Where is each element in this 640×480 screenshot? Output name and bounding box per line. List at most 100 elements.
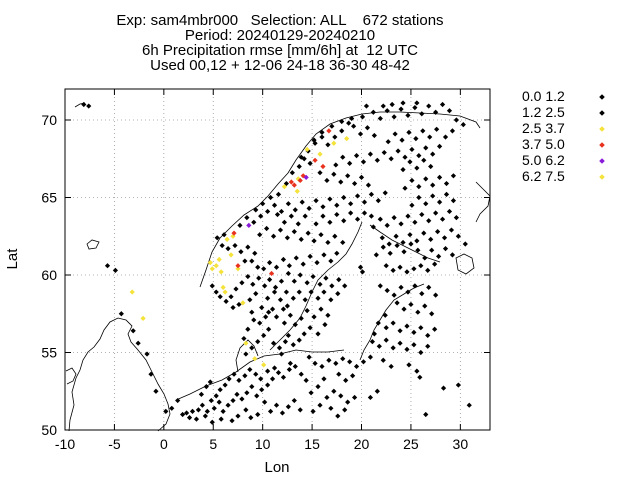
station-point-black [367, 394, 374, 401]
station-point-black [377, 216, 383, 222]
station-point-yellow [304, 146, 310, 153]
station-point-black [239, 396, 245, 402]
station-point-black [270, 233, 277, 239]
station-point-black [388, 156, 394, 162]
station-point-yellow [235, 266, 241, 272]
station-point-black [239, 280, 245, 286]
station-point-black [351, 394, 358, 401]
title-line-4: Used 00,12 + 12-06 24-18 36-30 48-42 [150, 57, 410, 74]
station-point-black [304, 280, 310, 286]
station-point-black [289, 170, 295, 176]
station-point-black [401, 306, 407, 312]
station-point-black [334, 211, 340, 218]
station-point-yellow [140, 315, 146, 321]
station-point-black [310, 273, 316, 280]
station-point-black [225, 402, 231, 408]
station-point-black [404, 269, 410, 275]
station-point-black [313, 198, 319, 204]
station-point-black [234, 391, 240, 397]
station-point-yellow [209, 266, 215, 272]
station-point-yellow [216, 256, 222, 263]
station-point-black [321, 252, 327, 258]
station-point-black [280, 374, 287, 380]
station-point-black [301, 156, 307, 162]
station-point-black [273, 402, 280, 408]
station-point-black [287, 312, 293, 318]
station-point-black [433, 292, 439, 298]
station-point-yellow [129, 289, 135, 295]
station-point-black [420, 128, 426, 134]
station-point-black [418, 263, 424, 269]
station-point-black [213, 289, 219, 295]
station-point-black [233, 286, 239, 292]
station-point-black [299, 199, 305, 205]
station-point-black [208, 397, 214, 404]
station-point-black [301, 331, 307, 337]
station-point-black [310, 408, 316, 414]
x-tick-label: 0 [160, 436, 168, 452]
station-point-black [296, 337, 302, 343]
station-point-black [342, 283, 348, 289]
station-point-black [382, 190, 388, 196]
station-point-black [249, 345, 255, 351]
y-tick-label: 50 [41, 422, 57, 438]
station-point-black [332, 233, 338, 239]
station-point-black [346, 120, 352, 126]
station-point-black [397, 328, 403, 334]
station-point-black [261, 266, 267, 272]
station-point-black [245, 244, 251, 250]
station-point-black [394, 242, 400, 249]
x-tick-label: 10 [255, 436, 271, 452]
station-point-black [455, 233, 461, 239]
station-point-black [395, 148, 401, 154]
station-point-black [397, 264, 403, 270]
station-point-red [326, 128, 332, 134]
station-point-black [439, 216, 446, 222]
station-point-black [415, 309, 421, 315]
station-point-black [216, 399, 222, 405]
station-point-black [329, 283, 335, 289]
station-point-black [163, 408, 169, 414]
station-point-black [401, 249, 407, 255]
station-point-black [311, 137, 317, 143]
station-point-black [432, 326, 438, 332]
station-point-black [338, 179, 344, 185]
station-point-black [259, 304, 265, 311]
station-point-black [394, 300, 400, 306]
station-point-black [382, 312, 388, 318]
station-point-black [345, 173, 351, 179]
station-point-black [328, 405, 334, 411]
station-point-black [315, 295, 321, 301]
station-point-black [325, 312, 331, 318]
station-point-black [422, 303, 428, 309]
station-point-black [363, 103, 370, 109]
legend-marker [599, 110, 605, 116]
x-tick-label: 30 [453, 436, 469, 452]
station-point-black [443, 191, 450, 197]
station-point-black [223, 298, 229, 304]
station-point-black [374, 157, 380, 163]
station-point-yellow [228, 252, 234, 258]
station-point-black [253, 291, 259, 297]
coastline-british-isles [68, 317, 171, 432]
station-point-black [391, 215, 397, 221]
station-point-black [286, 263, 292, 269]
station-point-black [412, 283, 418, 289]
station-point-black [381, 149, 387, 156]
station-point-black [245, 326, 251, 332]
station-point-black [282, 339, 289, 345]
station-point-black [243, 351, 249, 357]
station-point-black [347, 359, 353, 365]
station-point-black [426, 218, 432, 224]
station-point-black [281, 219, 288, 225]
station-point-black [413, 136, 419, 142]
station-point-red [288, 179, 294, 185]
station-point-black [81, 101, 87, 108]
station-point-black [317, 281, 323, 287]
station-point-black [281, 320, 288, 326]
station-point-black [370, 109, 376, 115]
station-point-black [255, 339, 261, 345]
station-markers [81, 100, 472, 425]
station-point-black [423, 411, 429, 418]
station-point-black [232, 242, 238, 249]
